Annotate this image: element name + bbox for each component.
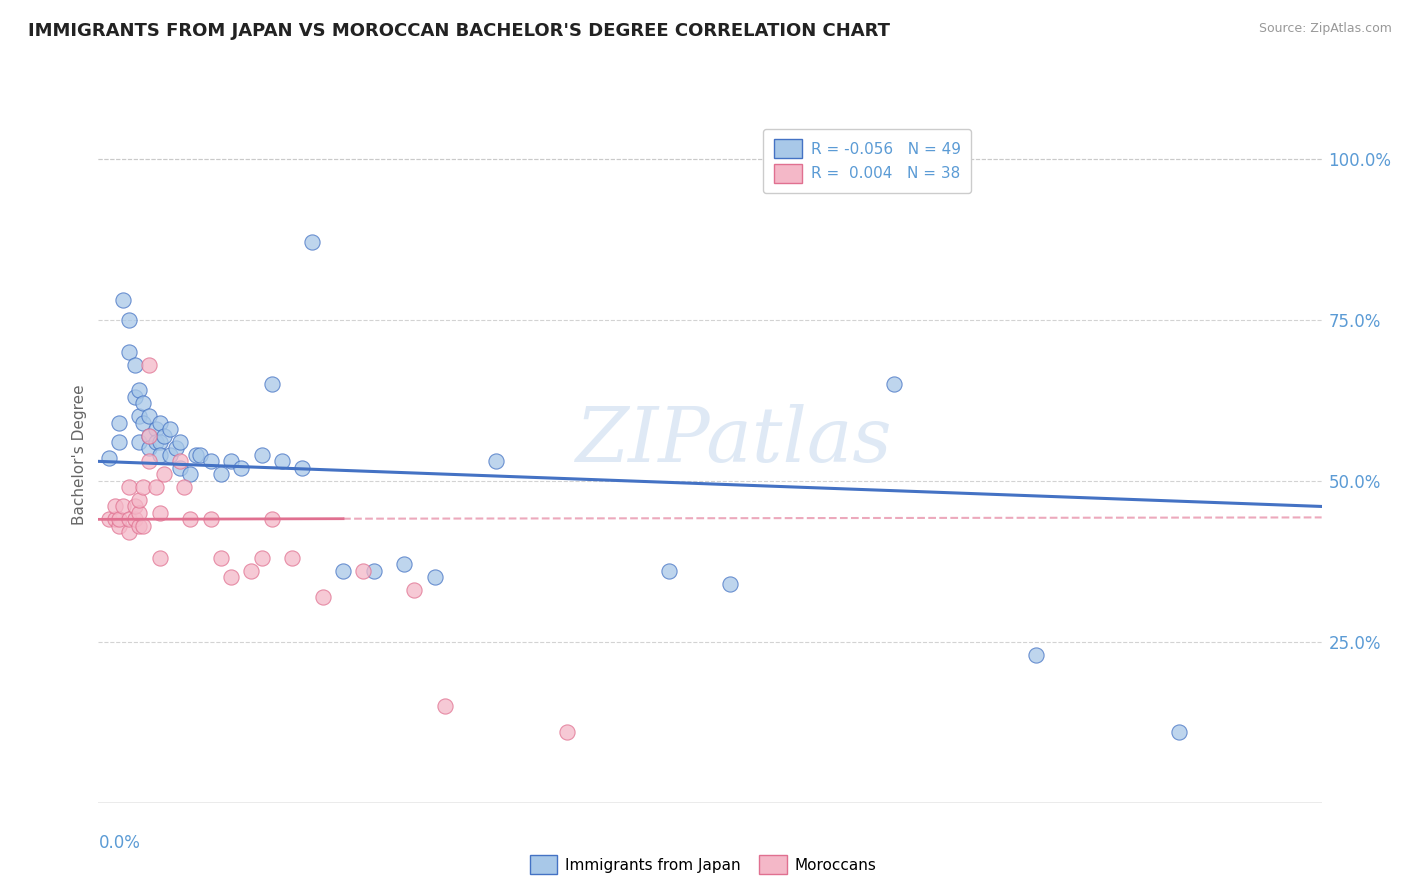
Legend: Immigrants from Japan, Moroccans: Immigrants from Japan, Moroccans: [524, 849, 882, 880]
Point: [200, 512, 222, 526]
Point: [104, 500, 127, 514]
Point: [118, 312, 141, 326]
Point: [128, 518, 150, 533]
Point: [108, 416, 131, 430]
Point: [557, 725, 579, 739]
Legend: R = -0.056   N = 49, R =  0.004   N = 38: R = -0.056 N = 49, R = 0.004 N = 38: [763, 128, 972, 194]
Point: [128, 506, 150, 520]
Y-axis label: Bachelor's Degree: Bachelor's Degree: [72, 384, 87, 525]
Point: [118, 480, 141, 494]
Text: IMMIGRANTS FROM JAPAN VS MOROCCAN BACHELOR'S DEGREE CORRELATION CHART: IMMIGRANTS FROM JAPAN VS MOROCCAN BACHEL…: [28, 22, 890, 40]
Point: [291, 460, 314, 475]
Point: [658, 564, 681, 578]
Point: [250, 448, 273, 462]
Point: [138, 409, 160, 424]
Point: [128, 493, 150, 508]
Point: [138, 454, 160, 468]
Point: [138, 428, 160, 442]
Point: [124, 390, 146, 404]
Point: [124, 500, 146, 514]
Point: [138, 358, 160, 372]
Point: [200, 454, 222, 468]
Point: [118, 344, 141, 359]
Point: [1167, 725, 1189, 739]
Point: [111, 293, 134, 308]
Point: [149, 551, 172, 566]
Point: [250, 551, 273, 566]
Point: [404, 583, 426, 598]
Point: [179, 512, 201, 526]
Point: [434, 699, 457, 714]
Point: [108, 435, 131, 450]
Point: [1025, 648, 1047, 662]
Point: [149, 506, 172, 520]
Point: [332, 564, 354, 578]
Point: [108, 512, 131, 526]
Point: [423, 570, 446, 584]
Point: [145, 480, 167, 494]
Point: [149, 416, 172, 430]
Point: [149, 448, 172, 462]
Point: [352, 564, 374, 578]
Point: [138, 428, 160, 442]
Point: [138, 442, 160, 456]
Point: [128, 435, 150, 450]
Point: [128, 384, 150, 398]
Point: [97, 512, 120, 526]
Point: [169, 460, 191, 475]
Point: [97, 451, 120, 466]
Point: [132, 480, 155, 494]
Point: [159, 448, 181, 462]
Point: [169, 454, 191, 468]
Point: [260, 512, 283, 526]
Point: [124, 358, 146, 372]
Point: [132, 518, 155, 533]
Point: [883, 377, 905, 392]
Point: [152, 467, 174, 482]
Point: [363, 564, 385, 578]
Point: [219, 570, 242, 584]
Point: [104, 512, 127, 526]
Point: [186, 448, 208, 462]
Point: [159, 422, 181, 436]
Point: [301, 235, 323, 250]
Point: [152, 428, 174, 442]
Point: [132, 416, 155, 430]
Point: [219, 454, 242, 468]
Point: [108, 518, 131, 533]
Point: [173, 480, 195, 494]
Point: [270, 454, 294, 468]
Point: [111, 500, 134, 514]
Point: [485, 454, 508, 468]
Point: [145, 422, 167, 436]
Point: [392, 558, 416, 572]
Point: [149, 435, 172, 450]
Point: [118, 525, 141, 540]
Point: [231, 460, 253, 475]
Point: [124, 512, 146, 526]
Point: [281, 551, 304, 566]
Point: [145, 435, 167, 450]
Point: [118, 512, 141, 526]
Point: [169, 435, 191, 450]
Point: [188, 448, 212, 462]
Point: [209, 467, 232, 482]
Point: [260, 377, 283, 392]
Text: Source: ZipAtlas.com: Source: ZipAtlas.com: [1258, 22, 1392, 36]
Point: [720, 576, 742, 591]
Text: ZIPatlas: ZIPatlas: [576, 404, 893, 478]
Point: [312, 590, 335, 604]
Point: [179, 467, 201, 482]
Point: [128, 409, 150, 424]
Point: [209, 551, 232, 566]
Text: 0.0%: 0.0%: [98, 834, 141, 852]
Point: [132, 396, 155, 410]
Point: [240, 564, 263, 578]
Point: [165, 442, 187, 456]
